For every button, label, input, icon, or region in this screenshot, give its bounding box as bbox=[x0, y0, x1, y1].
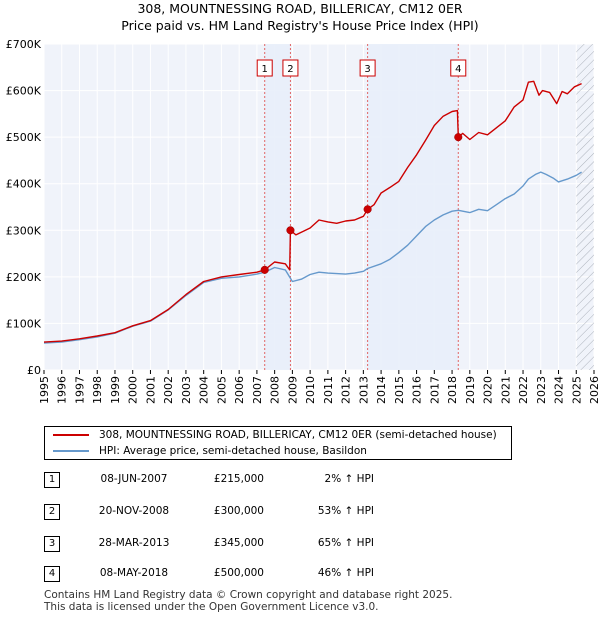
x-tick-label: 2008 bbox=[269, 376, 282, 404]
sale-date: 08-JUN-2007 bbox=[100, 473, 168, 485]
sale-marker bbox=[286, 226, 295, 235]
sale-hpi-change: 2% ↑ HPI bbox=[324, 473, 374, 485]
sale-date: 08-MAY-2018 bbox=[99, 567, 169, 579]
sale-marker bbox=[363, 205, 372, 214]
x-tick-label: 2010 bbox=[304, 376, 317, 404]
y-tick-label: £100K bbox=[6, 317, 42, 330]
sale-number-badge: 4 bbox=[44, 566, 60, 582]
legend-swatch-hpi bbox=[53, 450, 89, 452]
x-tick-label: 2003 bbox=[180, 376, 193, 404]
sale-label-text: 4 bbox=[455, 64, 461, 75]
x-tick-label: 2002 bbox=[162, 376, 175, 404]
x-tick-label: 1996 bbox=[56, 376, 69, 404]
y-tick-label: £300K bbox=[6, 224, 42, 237]
sale-label-box bbox=[450, 59, 467, 77]
x-tick-label: 1998 bbox=[91, 376, 104, 404]
shaded-period bbox=[264, 44, 291, 370]
sale-label-text: 2 bbox=[287, 64, 293, 75]
sale-row: 3 28-MAR-2013 £345,000 65% ↑ HPI bbox=[44, 536, 444, 554]
legend-item-property: 308, MOUNTNESSING ROAD, BILLERICAY, CM12… bbox=[53, 427, 497, 443]
sale-row: 2 20-NOV-2008 £300,000 53% ↑ HPI bbox=[44, 504, 444, 522]
sale-label-box bbox=[256, 59, 273, 77]
x-tick-label: 2013 bbox=[357, 376, 370, 404]
x-tick-label: 2019 bbox=[464, 376, 477, 404]
x-tick-label: 2007 bbox=[251, 376, 264, 404]
x-tick-label: 2022 bbox=[517, 376, 530, 404]
price-chart: 1 2 3 4 £0 £100K £200K £300K £400K £500K £600K £70… bbox=[6, 38, 600, 404]
x-tick-label: 2018 bbox=[446, 376, 459, 404]
x-tick-label: 2000 bbox=[127, 376, 140, 404]
x-tick-label: 2015 bbox=[393, 376, 406, 404]
sale-row: 1 08-JUN-2007 £215,000 2% ↑ HPI bbox=[44, 472, 444, 490]
x-tick-label: 2006 bbox=[233, 376, 246, 404]
legend-label-hpi: HPI: Average price, semi-detached house,… bbox=[99, 445, 367, 457]
sale-hpi-change: 65% ↑ HPI bbox=[317, 537, 374, 549]
legend: 308, MOUNTNESSING ROAD, BILLERICAY, CM12… bbox=[44, 426, 512, 460]
sale-number-badge: 2 bbox=[44, 504, 60, 520]
legend-label-property: 308, MOUNTNESSING ROAD, BILLERICAY, CM12… bbox=[99, 429, 497, 441]
shaded-period bbox=[367, 44, 459, 370]
legend-swatch-property bbox=[53, 434, 89, 436]
x-tick-label: 2024 bbox=[553, 376, 566, 404]
x-tick-label: 2017 bbox=[428, 376, 441, 404]
sale-price: £215,000 bbox=[213, 473, 264, 485]
x-tick-label: 2004 bbox=[198, 376, 211, 404]
x-tick-label: 2025 bbox=[570, 376, 583, 404]
sale-label-box bbox=[282, 59, 299, 77]
footer-licence: This data is licensed under the Open Gov… bbox=[44, 601, 379, 613]
sale-price: £345,000 bbox=[213, 537, 264, 549]
y-tick-label: £200K bbox=[6, 271, 42, 284]
sale-number-badge: 3 bbox=[44, 536, 60, 552]
x-tick-label: 2016 bbox=[411, 376, 424, 404]
sale-price: £500,000 bbox=[213, 567, 264, 579]
chart-title-block: 308, MOUNTNESSING ROAD, BILLERICAY, CM12… bbox=[0, 0, 600, 34]
sale-date: 28-MAR-2013 bbox=[98, 537, 170, 549]
x-tick-label: 2026 bbox=[588, 376, 600, 404]
sale-price: £300,000 bbox=[213, 505, 264, 517]
x-tick-label: 2021 bbox=[499, 376, 512, 404]
sale-row: 4 08-MAY-2018 £500,000 46% ↑ HPI bbox=[44, 566, 444, 584]
sale-date: 20-NOV-2008 bbox=[98, 505, 170, 517]
sale-hpi-change: 53% ↑ HPI bbox=[317, 505, 374, 517]
sale-label-box bbox=[359, 59, 376, 77]
x-tick-label: 2005 bbox=[215, 376, 228, 404]
x-tick-label: 1997 bbox=[73, 376, 86, 404]
sale-marker bbox=[454, 133, 463, 142]
x-tick-label: 2020 bbox=[482, 376, 495, 404]
legend-item-hpi: HPI: Average price, semi-detached house,… bbox=[53, 443, 367, 459]
x-tick-label: 2009 bbox=[286, 376, 299, 404]
sale-label-text: 3 bbox=[364, 64, 370, 75]
sale-marker bbox=[260, 265, 269, 274]
property-price-line bbox=[43, 80, 582, 343]
y-tick-label: £500K bbox=[6, 131, 42, 144]
y-tick-label: £700K bbox=[6, 38, 42, 51]
x-tick-label: 2001 bbox=[144, 376, 157, 404]
x-tick-label: 2023 bbox=[535, 376, 548, 404]
chart-title: 308, MOUNTNESSING ROAD, BILLERICAY, CM12… bbox=[137, 1, 463, 16]
chart-subtitle: Price paid vs. HM Land Registry's House … bbox=[121, 18, 479, 33]
x-tick-label: 1995 bbox=[38, 376, 51, 404]
x-tick-label: 2012 bbox=[340, 376, 353, 404]
x-tick-label: 2011 bbox=[322, 376, 335, 404]
plot-area bbox=[44, 44, 594, 370]
x-tick-label: 1999 bbox=[109, 376, 122, 404]
x-tick-label: 2014 bbox=[375, 376, 388, 404]
sale-label-text: 1 bbox=[262, 64, 268, 75]
sale-number-badge: 1 bbox=[44, 472, 60, 488]
hpi-line bbox=[43, 171, 582, 344]
forecast-hatch bbox=[576, 44, 594, 370]
footer-copyright: Contains HM Land Registry data © Crown c… bbox=[44, 589, 453, 601]
y-tick-label: £400K bbox=[6, 178, 42, 191]
y-tick-label: £0 bbox=[27, 364, 41, 377]
y-tick-label: £600K bbox=[6, 85, 42, 98]
sale-hpi-change: 46% ↑ HPI bbox=[317, 567, 374, 579]
footer-attribution: Contains HM Land Registry data © Crown c… bbox=[44, 589, 452, 613]
